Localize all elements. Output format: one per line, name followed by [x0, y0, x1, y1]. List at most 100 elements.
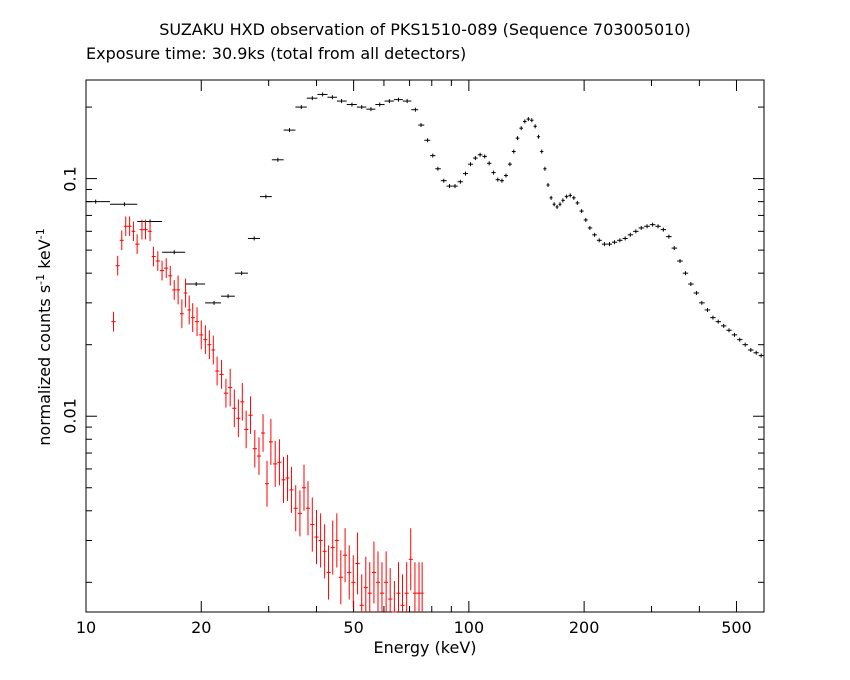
data-point [283, 128, 296, 133]
data-point [326, 545, 331, 600]
data-point [305, 481, 311, 536]
data-point [561, 198, 565, 203]
data-point [310, 497, 315, 552]
data-point [655, 224, 661, 229]
series-0 [86, 92, 764, 358]
data-point [176, 275, 180, 305]
data-point [199, 320, 204, 350]
x-tick-label: 500 [721, 618, 752, 637]
data-point [758, 353, 764, 358]
data-point [203, 325, 208, 355]
data-point [248, 396, 253, 435]
data-point [322, 524, 327, 579]
data-point [495, 177, 500, 182]
data-point [172, 280, 177, 300]
data-point [185, 282, 206, 287]
x-tick-label: 50 [343, 618, 364, 637]
data-point [511, 149, 516, 154]
data-point [555, 204, 559, 209]
data-point [491, 170, 496, 175]
y-tick-label: 0.01 [60, 398, 80, 435]
data-point [162, 250, 186, 255]
data-point [127, 216, 132, 237]
data-point [265, 460, 269, 507]
data-point [523, 119, 527, 124]
chart-title: SUZAKU HXD observation of PKS1510-089 (S… [159, 20, 691, 39]
data-point [558, 202, 562, 207]
y-axis-label-exp1: -1 [33, 273, 47, 285]
data-point [359, 574, 364, 612]
data-point [317, 92, 328, 97]
data-point [252, 429, 257, 468]
data-point [477, 152, 483, 157]
data-point [119, 230, 124, 251]
data-point [400, 574, 405, 612]
x-tick-label: 20 [191, 618, 212, 637]
data-point [375, 551, 380, 612]
data-point [306, 96, 318, 101]
data-point [402, 99, 412, 104]
data-point [671, 246, 678, 251]
y-axis-label-base: normalized counts s [35, 284, 55, 446]
data-point [446, 184, 453, 189]
data-point [384, 99, 394, 104]
data-point [472, 156, 478, 161]
data-point [295, 105, 307, 110]
data-point [748, 347, 754, 352]
data-point [396, 562, 401, 612]
data-point [710, 315, 716, 320]
data-point [666, 234, 672, 239]
data-point [552, 202, 556, 207]
data-point [334, 513, 339, 568]
data-point [693, 291, 700, 296]
data-point [677, 259, 683, 264]
data-point [168, 265, 173, 286]
data-point [530, 118, 534, 123]
data-point [277, 439, 282, 486]
data-point [611, 240, 618, 245]
series-1 [111, 216, 424, 613]
x-tick-label: 10 [75, 618, 97, 637]
data-point [143, 219, 148, 240]
data-point [327, 95, 337, 100]
data-point [715, 319, 721, 324]
data-point [587, 225, 593, 230]
data-point [205, 300, 222, 305]
y-tick-label: 0.1 [60, 165, 80, 192]
data-point [416, 562, 421, 612]
data-point [318, 513, 323, 568]
data-point [289, 466, 294, 513]
data-point [543, 166, 547, 171]
data-point [412, 562, 417, 612]
data-point [699, 300, 705, 305]
data-point [404, 562, 409, 612]
data-point [236, 399, 241, 438]
data-point [151, 246, 156, 267]
data-point [572, 195, 576, 200]
data-point [234, 271, 248, 276]
data-point [223, 378, 229, 408]
data-point [737, 337, 743, 342]
data-point [363, 556, 368, 612]
data-point [482, 154, 487, 159]
data-point [301, 464, 306, 511]
data-point [240, 382, 245, 421]
chart-subtitle: Exposure time: 30.9ks (total from all de… [86, 44, 467, 63]
data-point [393, 97, 403, 102]
data-point [435, 166, 441, 171]
data-point [411, 107, 419, 112]
data-point [568, 193, 573, 198]
data-point [367, 562, 372, 612]
data-point [519, 126, 524, 131]
data-point [503, 173, 508, 178]
data-point [228, 368, 233, 407]
y-axis-label-exp2: -1 [33, 228, 47, 240]
data-point [232, 389, 237, 428]
data-point [285, 454, 290, 501]
data-point [155, 251, 160, 271]
data-point [468, 162, 473, 167]
data-point [314, 510, 319, 565]
data-point [526, 117, 531, 122]
data-point [379, 562, 385, 612]
data-point [720, 323, 727, 328]
